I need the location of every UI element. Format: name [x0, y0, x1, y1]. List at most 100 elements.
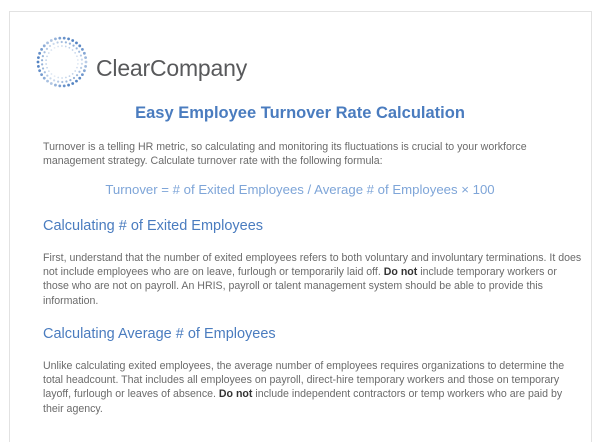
logo-dot	[46, 79, 49, 83]
logo-dot	[76, 59, 79, 61]
logo-text: ClearCompany	[96, 55, 247, 81]
logo-dot	[82, 51, 86, 55]
logo-dot	[79, 54, 83, 57]
document-page	[9, 11, 592, 442]
logo-dot	[82, 69, 86, 73]
logo-dot	[72, 44, 75, 47]
logo-dot	[50, 73, 53, 75]
logo-dot	[78, 70, 81, 73]
logo-dot	[71, 49, 74, 51]
logo-dot	[49, 39, 53, 42]
logo-dot	[75, 47, 78, 50]
logo-dot	[36, 60, 40, 64]
logo-dot	[41, 67, 45, 70]
paragraph-text: First, understand that the number of exi…	[43, 252, 582, 279]
logo-dot	[53, 79, 56, 82]
logo-dot	[58, 84, 62, 88]
logo-dot	[64, 45, 67, 48]
logo-dot	[62, 36, 66, 40]
logo-dot	[49, 82, 53, 85]
logo-dot	[76, 55, 78, 58]
logo-dot	[57, 76, 60, 79]
clearcompany-logo: ClearCompany	[35, 32, 255, 92]
logo-dot	[61, 77, 63, 79]
logo-dot	[68, 46, 71, 49]
section-heading-average: Calculating Average # of Employees	[43, 326, 276, 342]
logo-dot	[43, 51, 46, 54]
logo-dot	[41, 54, 44, 58]
logo-dot	[72, 76, 76, 80]
logo-dot	[75, 74, 79, 77]
logo-dot	[45, 63, 48, 65]
logo-dot	[48, 44, 52, 48]
paragraph-text: Unlike calculating exited employees, the…	[43, 360, 565, 401]
logo-dot	[75, 79, 78, 83]
logo-dot	[38, 51, 42, 55]
paragraph-text: include temporary workers or those who a…	[43, 266, 557, 307]
logo-dot	[81, 47, 84, 51]
logo-dot	[76, 66, 78, 69]
logo-dot	[80, 58, 83, 61]
logo-dot	[71, 82, 75, 85]
logo-dot	[71, 73, 74, 75]
logo-dot	[46, 55, 48, 58]
logo-dot	[84, 60, 88, 64]
logo-dot	[45, 47, 49, 50]
logo-dot	[84, 65, 87, 68]
logo-dot	[71, 39, 75, 42]
logo-dot	[50, 49, 53, 51]
logo-dot	[58, 36, 62, 40]
logo-dot	[42, 44, 46, 48]
logo-dot	[57, 45, 60, 48]
logo-dot	[37, 56, 40, 59]
logo-dot	[68, 42, 71, 45]
logo-dot	[42, 76, 46, 80]
logo-dot	[76, 62, 79, 65]
logo-dot	[46, 41, 49, 45]
logo-dot	[75, 41, 78, 45]
logo-dot	[78, 44, 82, 48]
logo-dot	[62, 84, 66, 88]
logo-dot	[69, 79, 72, 82]
logo-dot	[68, 75, 71, 78]
logo-dots-icon	[36, 36, 88, 88]
logo-dot	[56, 41, 59, 44]
logo-dot	[61, 80, 64, 84]
logo-dot	[37, 65, 40, 68]
logo-dot	[54, 83, 57, 87]
logo-dot	[53, 46, 56, 49]
logo-dot	[78, 76, 82, 80]
page-title: Easy Employee Turnover Rate Calculation	[135, 104, 465, 122]
logo-dot	[49, 77, 52, 80]
logo-dot	[53, 75, 56, 78]
logo-dot	[60, 40, 63, 44]
section-paragraph-average: Unlike calculating exited employees, the…	[43, 359, 583, 416]
logo-dot	[40, 73, 43, 77]
logo-dot	[65, 80, 68, 83]
logo-dot	[64, 76, 67, 79]
logo-dot	[74, 70, 77, 72]
logo-dot	[38, 69, 42, 73]
logo-dot	[78, 50, 81, 53]
logo-dot	[80, 66, 83, 70]
paragraph-text: include independent contractors or temp …	[43, 388, 563, 415]
logo-dot	[43, 71, 46, 74]
logo-dot	[54, 37, 57, 41]
turnover-formula: Turnover = # of Exited Employees / Avera…	[105, 182, 495, 197]
logo-dot	[57, 80, 60, 83]
emphasis-text: Do not	[383, 266, 418, 279]
intro-paragraph: Turnover is a telling HR metric, so calc…	[43, 141, 527, 168]
logo-dot	[41, 63, 44, 66]
logo-dot	[84, 56, 87, 59]
logo-dot	[52, 42, 55, 45]
logo-dot	[74, 51, 77, 54]
logo-dot	[40, 47, 43, 51]
emphasis-text: Do not	[218, 388, 253, 401]
logo-dot	[67, 37, 70, 41]
logo-dot	[46, 66, 48, 69]
logo-dot	[61, 45, 63, 47]
section-heading-exited: Calculating # of Exited Employees	[43, 218, 264, 234]
logo-dot	[81, 73, 84, 77]
logo-dot	[45, 59, 48, 62]
logo-dot	[47, 52, 50, 54]
